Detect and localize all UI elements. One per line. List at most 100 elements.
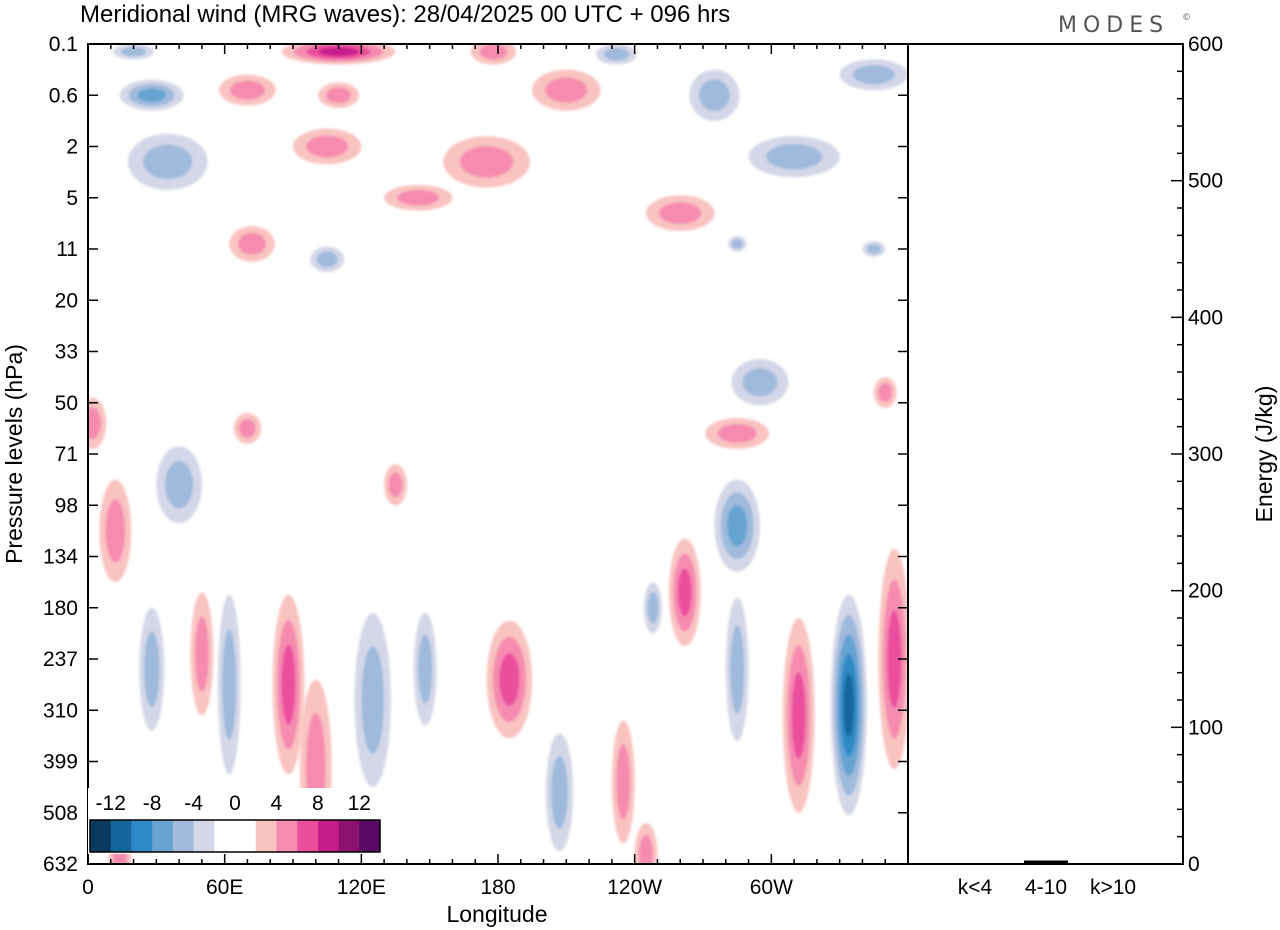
wind-feature xyxy=(229,225,275,262)
wind-feature xyxy=(830,594,867,816)
y-tick-label: 508 xyxy=(43,802,78,825)
y-tick-label: 310 xyxy=(43,699,78,722)
colorbar-swatch xyxy=(90,820,112,852)
y-tick-label: 2 xyxy=(66,136,78,159)
chart-title: Meridional wind (MRG waves): 28/04/2025 … xyxy=(80,1,730,28)
colorbar-swatch xyxy=(172,820,194,852)
wind-feature xyxy=(310,246,345,273)
wind-feature xyxy=(689,69,740,121)
contour-band xyxy=(388,472,403,498)
wind-feature xyxy=(839,59,908,91)
colorbar-swatch xyxy=(214,820,236,852)
colorbar-label: -4 xyxy=(184,792,203,815)
contour-band xyxy=(866,244,881,254)
wind-feature xyxy=(384,464,407,506)
brand-logo-mark: © xyxy=(1182,13,1197,23)
colorbar-swatch xyxy=(235,820,257,852)
colorbar-label: 4 xyxy=(271,792,283,815)
energy-tick-label: 100 xyxy=(1188,716,1223,739)
contour-band xyxy=(766,144,823,170)
contour-band xyxy=(677,568,692,617)
contour-band xyxy=(316,251,338,268)
contour-band xyxy=(105,499,126,563)
contour-band xyxy=(852,65,895,85)
contour-band xyxy=(727,505,748,547)
y-tick-label: 71 xyxy=(55,443,78,466)
contour-band xyxy=(194,616,209,692)
x-tick-label: 180 xyxy=(480,876,515,899)
x-tick-label: 60E xyxy=(206,876,243,899)
contour-band xyxy=(306,135,349,158)
contour-band xyxy=(616,744,631,820)
wind-feature xyxy=(384,184,453,211)
contour-band xyxy=(647,591,659,624)
energy-panel-frame xyxy=(907,43,1184,865)
y-tick-label: 98 xyxy=(55,494,78,517)
contour-band xyxy=(281,644,296,725)
energy-bars: k<4 4-10 k>10 xyxy=(953,860,1136,899)
energy-tick-label: 500 xyxy=(1188,170,1223,193)
colorbar-label: 12 xyxy=(348,792,371,815)
colorbar-swatch xyxy=(131,820,153,852)
colorbar-label: 8 xyxy=(312,792,324,815)
contour-band xyxy=(239,418,256,438)
contour-band xyxy=(418,634,433,704)
wind-feature xyxy=(413,612,437,726)
contour-band xyxy=(878,383,893,402)
wind-feature xyxy=(217,594,241,775)
wind-feature xyxy=(99,479,132,583)
contour-field xyxy=(88,44,908,864)
wind-feature xyxy=(725,597,749,742)
wind-feature xyxy=(119,79,184,111)
x-tick-label: 60W xyxy=(750,876,793,899)
y-tick-label: 632 xyxy=(43,853,78,876)
colorbar-frame xyxy=(89,819,381,853)
wind-feature xyxy=(714,479,760,572)
energy-tick-label: 200 xyxy=(1188,580,1223,603)
energy-tick-label: 600 xyxy=(1188,33,1223,56)
colorbar-swatch xyxy=(276,820,298,852)
wind-feature xyxy=(862,241,886,257)
contour-band xyxy=(88,407,101,440)
colorbar-label: -12 xyxy=(96,792,126,815)
contour-band xyxy=(659,202,702,225)
wind-feature xyxy=(728,236,747,252)
contour-band xyxy=(717,424,757,443)
y-tick-label: 33 xyxy=(55,341,78,364)
wind-feature xyxy=(281,44,396,65)
contour-band xyxy=(397,189,440,206)
contour-band xyxy=(318,47,359,57)
colorbar-swatch xyxy=(338,820,360,852)
wind-feature xyxy=(646,195,715,232)
wind-feature xyxy=(532,69,601,111)
wind-feature xyxy=(156,446,202,524)
contour-band xyxy=(843,673,854,737)
colorbar-swatch xyxy=(110,820,132,852)
y-tick-label: 11 xyxy=(56,238,78,261)
y-tick-label: 50 xyxy=(55,392,78,415)
contour-band xyxy=(731,239,743,249)
energy-category-label: 4-10 xyxy=(1025,876,1067,899)
y-axis-title: Pressure levels (hPa) xyxy=(1,344,27,564)
wind-feature xyxy=(873,377,897,408)
brand-logo: MODES © xyxy=(1058,13,1197,38)
contour-band xyxy=(603,47,630,61)
energy-axis: 0 100 200 300 400 500 600 xyxy=(1171,33,1223,876)
contour-band xyxy=(222,629,237,740)
y-tick-label: 20 xyxy=(55,289,78,312)
wind-feature xyxy=(272,594,305,775)
contour-band xyxy=(120,46,147,57)
energy-tick-label: 0 xyxy=(1188,853,1200,876)
wind-feature xyxy=(318,82,360,109)
energy-category-label: k<4 xyxy=(958,876,993,899)
wind-feature xyxy=(878,548,908,770)
wind-feature xyxy=(354,612,391,788)
y-tick-label: 399 xyxy=(43,751,78,774)
wind-feature xyxy=(139,607,165,731)
contour-band xyxy=(165,461,194,509)
contour-band xyxy=(479,44,508,60)
contour-band xyxy=(144,631,160,708)
x-tick-label: 120W xyxy=(607,876,662,899)
y-tick-label: 5 xyxy=(66,187,78,210)
contour-band xyxy=(545,77,588,103)
